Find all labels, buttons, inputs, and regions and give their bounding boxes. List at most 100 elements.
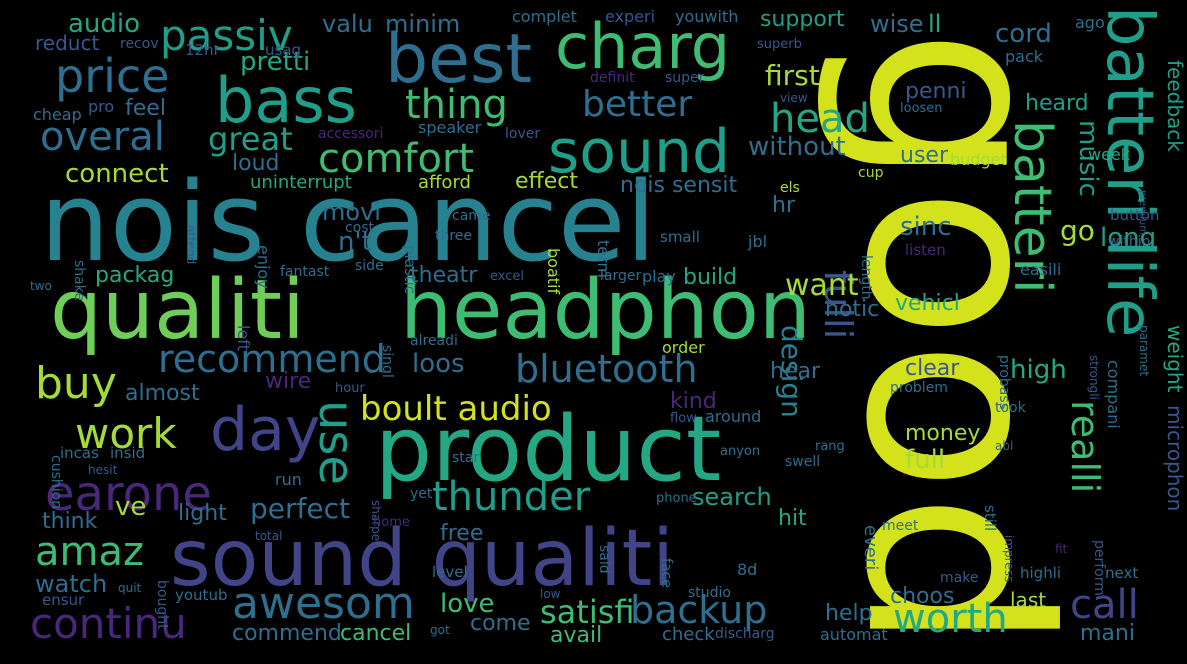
word-fulli: fulli xyxy=(816,270,860,339)
word-12hr: 12hr xyxy=(185,41,221,59)
word-superb: superb xyxy=(757,37,802,52)
word-clear: clear xyxy=(905,356,960,381)
word-avail: avail xyxy=(550,623,602,648)
word-cup: cup xyxy=(858,165,884,181)
word-product: product xyxy=(375,397,721,502)
word-go: go xyxy=(1060,214,1095,247)
word-abl: abl xyxy=(995,439,1013,453)
word-without: without xyxy=(748,132,846,162)
word-easili: easili xyxy=(1020,260,1061,279)
word-cancel: cancel xyxy=(340,621,411,646)
word-money: money xyxy=(905,421,980,446)
word-free: free xyxy=(440,521,483,546)
word-uninterrupt: uninterrupt xyxy=(250,172,352,193)
word-fantast: fantast xyxy=(280,264,330,280)
word-n-t: n't xyxy=(338,227,372,257)
word-paramet: paramet xyxy=(1137,325,1151,376)
word-best: best xyxy=(385,20,532,99)
word-great: great xyxy=(208,120,293,158)
word-everi: everi xyxy=(860,525,881,570)
word-small: small xyxy=(660,228,700,246)
word-experi: experi xyxy=(605,7,655,26)
word-meet: meet xyxy=(882,518,919,534)
word-took: took xyxy=(995,400,1027,416)
word-ll: ll xyxy=(928,10,941,38)
word-loosen: loosen xyxy=(900,101,943,116)
word-design: design xyxy=(775,325,808,418)
word-ago: ago xyxy=(1075,13,1105,32)
word-highli: highli xyxy=(1020,564,1061,582)
word-better: better xyxy=(582,84,692,125)
word-super: super xyxy=(665,70,705,86)
word-penni: penni xyxy=(905,79,967,104)
word-anyon: anyon xyxy=(720,444,760,459)
word-said: said xyxy=(596,545,612,574)
word-three: three xyxy=(435,228,472,244)
word-qualiti: qualiti xyxy=(50,263,305,358)
word-first: first xyxy=(765,59,820,92)
word-check: check xyxy=(662,624,715,645)
word-definit: definit xyxy=(590,70,635,86)
word-pack: pack xyxy=(1005,47,1044,66)
word-light: light xyxy=(178,501,227,526)
word-got: got xyxy=(430,623,450,637)
word-worth: worth xyxy=(893,596,1008,642)
word-cord: cord xyxy=(995,19,1052,49)
word-bluetooth: bluetooth xyxy=(515,347,698,391)
word-call: call xyxy=(1070,582,1139,628)
word-recov: recov xyxy=(120,36,159,52)
word-play: play xyxy=(642,267,676,286)
word-wire: wire xyxy=(265,369,311,394)
word-comfort: comfort xyxy=(318,136,474,182)
word-bass: bass xyxy=(215,64,357,137)
word-feedback: feedback xyxy=(1163,60,1187,152)
word-8d: 8d xyxy=(737,560,757,579)
word-user: user xyxy=(900,143,949,168)
word-thing: thing xyxy=(405,82,508,128)
word-passiv: passiv xyxy=(160,11,293,60)
word-youwith: youwith xyxy=(675,7,738,26)
word-continu: continu xyxy=(30,599,187,648)
word-music: music xyxy=(1073,120,1103,197)
word-flow: flow xyxy=(670,411,697,426)
word-love: love xyxy=(440,589,495,619)
word-build: build xyxy=(683,265,737,290)
word-head: head xyxy=(770,96,870,142)
word-microphon: microphon xyxy=(1163,405,1187,511)
word-earone: earone xyxy=(45,466,212,522)
word-within: within xyxy=(1108,234,1150,250)
word-full: full xyxy=(905,445,945,475)
word-hear: hear xyxy=(770,359,821,384)
word-weight: weight xyxy=(1163,325,1187,393)
word-realli: realli xyxy=(1063,400,1107,493)
word-good: good xyxy=(811,28,1102,651)
word-home: home xyxy=(373,515,410,530)
word-problem: problem xyxy=(890,380,948,396)
word-enjoy: enjoy xyxy=(254,245,273,289)
word-star: star xyxy=(452,450,479,466)
word-hour: hour xyxy=(335,381,365,396)
word-watch: watch xyxy=(35,570,107,598)
word-sound-qualiti: sound qualiti xyxy=(170,514,674,604)
word-support: support xyxy=(760,7,845,32)
word-nois-cancel: nois cancel xyxy=(40,158,656,286)
word-face: face xyxy=(658,558,674,588)
word-accessori: accessori xyxy=(318,126,383,142)
word-commend: commend xyxy=(232,621,342,646)
word-recommend: recommend xyxy=(158,337,386,381)
word-backup: backup xyxy=(630,588,767,632)
word-sinc: sinc xyxy=(900,212,952,242)
word-batteri: batteri xyxy=(1002,120,1062,293)
word-button: button xyxy=(1110,206,1159,224)
word-swell: swell xyxy=(785,454,820,470)
word-complet: complet xyxy=(512,7,577,26)
word-hesit: hesit xyxy=(88,463,118,477)
word-larger: larger xyxy=(600,268,641,284)
word-want: want xyxy=(785,268,859,303)
word-valu: valu xyxy=(322,10,373,38)
word-singl: singl xyxy=(379,345,395,378)
word-compani: compani xyxy=(1104,360,1123,429)
word-jbl: jbl xyxy=(747,232,767,251)
word-hit: hit xyxy=(778,506,807,531)
